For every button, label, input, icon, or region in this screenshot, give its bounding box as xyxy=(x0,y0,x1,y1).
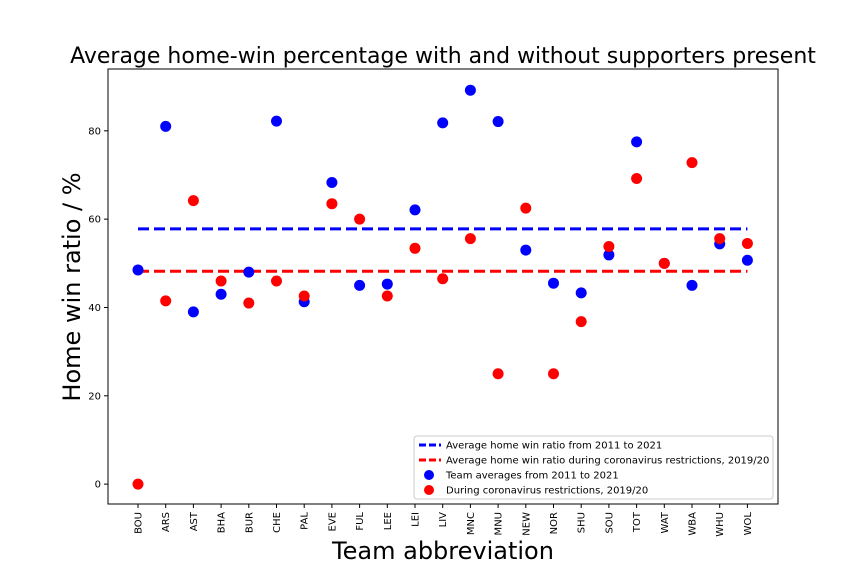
x-tick-label: MNC xyxy=(466,512,477,535)
x-tick-label: WBA xyxy=(688,512,699,536)
data-point xyxy=(215,288,227,300)
data-point xyxy=(354,213,366,225)
data-point xyxy=(298,290,310,302)
data-point xyxy=(243,297,255,309)
data-point xyxy=(631,136,643,148)
data-point xyxy=(381,290,393,302)
data-point xyxy=(243,266,255,278)
x-axis: BOU ARS AST BHA BUR CHE PAL EVE FUL LEE LEI LIV MNC M… xyxy=(134,504,754,537)
chart-title: Average home-win percentage with and wit… xyxy=(70,44,816,69)
data-point xyxy=(548,277,559,289)
data-point xyxy=(132,478,144,490)
data-point xyxy=(409,242,421,254)
y-tick-label: 80 xyxy=(88,126,101,137)
data-point xyxy=(492,368,504,380)
x-tick-label: BUR xyxy=(244,512,255,533)
data-point xyxy=(437,273,449,285)
y-axis-title: Home win ratio / % xyxy=(58,172,86,401)
data-point xyxy=(160,295,172,307)
x-tick-label: LIV xyxy=(438,512,449,528)
data-point xyxy=(132,264,144,276)
data-point xyxy=(492,116,504,128)
data-point xyxy=(741,254,753,266)
legend-box xyxy=(413,435,774,500)
data-point xyxy=(686,279,698,291)
legend-dot-swatch xyxy=(424,485,434,495)
x-tick-label: ARS xyxy=(161,512,172,532)
y-tick-label: 40 xyxy=(88,303,101,314)
x-tick-label: TOT xyxy=(632,511,643,533)
data-point xyxy=(575,316,587,328)
legend-label: Team averages from 2011 to 2021 xyxy=(445,471,619,482)
legend-label: Average home win ratio from 2011 to 2021 xyxy=(446,441,662,452)
x-tick-label: BHA xyxy=(217,512,228,533)
data-point xyxy=(741,237,753,249)
x-tick-label: SOU xyxy=(604,512,615,534)
data-point xyxy=(714,233,726,245)
y-axis: 0 20 40 60 80 xyxy=(88,126,108,491)
data-point xyxy=(464,233,476,245)
x-tick-label: CHE xyxy=(272,512,283,533)
data-point xyxy=(464,84,476,96)
data-point xyxy=(187,306,199,318)
data-point xyxy=(409,204,421,216)
data-point xyxy=(686,157,698,169)
data-point xyxy=(658,257,670,269)
legend-label: During coronavirus restrictions, 2019/20 xyxy=(446,486,648,497)
x-tick-label: MNU xyxy=(494,512,505,535)
x-tick-label: EVE xyxy=(327,512,338,531)
data-point xyxy=(575,287,587,299)
data-point xyxy=(354,279,366,291)
data-point xyxy=(603,249,615,261)
data-point xyxy=(326,198,338,210)
y-tick-label: 20 xyxy=(88,391,101,402)
data-point xyxy=(326,176,338,188)
data-point xyxy=(548,368,559,380)
x-tick-label: NOR xyxy=(549,512,560,534)
data-point xyxy=(603,241,615,253)
data-point xyxy=(215,275,227,287)
data-point xyxy=(271,115,282,127)
x-tick-label: SHU xyxy=(577,512,588,533)
y-tick-label: 60 xyxy=(88,215,101,226)
x-tick-label: NEW xyxy=(521,512,532,536)
data-point xyxy=(520,202,532,214)
data-point xyxy=(437,117,449,129)
x-tick-label: PAL xyxy=(300,512,311,530)
x-tick-label: AST xyxy=(189,511,200,531)
data-point xyxy=(381,278,393,290)
x-tick-label: BOU xyxy=(134,512,145,534)
average-lines xyxy=(138,227,748,273)
x-tick-label: FUL xyxy=(355,512,366,531)
y-tick-label: 0 xyxy=(95,480,101,491)
x-tick-label: WOL xyxy=(743,512,754,536)
x-axis-title: Team abbreviation xyxy=(331,537,554,565)
x-tick-label: WHU xyxy=(715,512,726,537)
x-tick-label: LEE xyxy=(383,512,394,530)
data-point xyxy=(160,120,172,132)
legend: Average home win ratio from 2011 to 2021… xyxy=(413,435,774,500)
data-point xyxy=(631,173,643,185)
data-point xyxy=(520,244,532,256)
data-point xyxy=(187,195,199,207)
data-point xyxy=(271,275,282,287)
legend-label: Average home win ratio during coronaviru… xyxy=(446,456,769,467)
x-tick-label: LEI xyxy=(411,512,422,527)
legend-dot-swatch xyxy=(424,470,434,480)
x-tick-label: WAT xyxy=(660,511,671,533)
data-points xyxy=(132,84,753,490)
